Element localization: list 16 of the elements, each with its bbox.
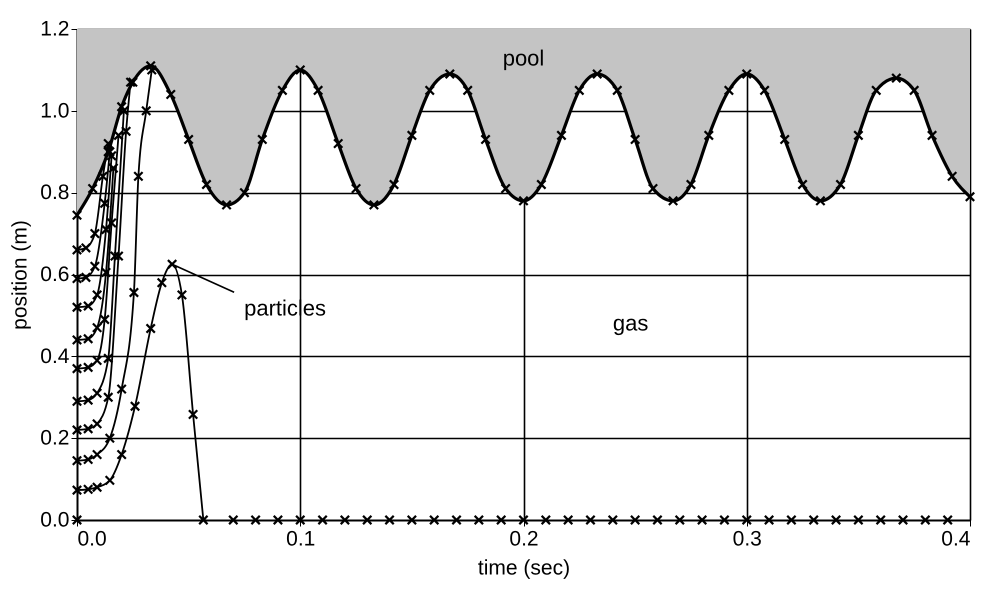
y-tick-label: 0.8 [40,181,70,204]
x-axis-title: time (sec) [478,556,570,580]
y-tick-label: 0.4 [40,344,70,368]
y-tick-label: 0.2 [40,426,70,450]
y-axis-title: position (m) [8,220,32,330]
x-tick-label: 0.0 [78,528,107,550]
x-tick-label: 0.3 [732,528,762,550]
y-tick-label: 0.6 [40,263,70,286]
x-tick-label: 0.4 [941,528,971,550]
annotation: pool [502,45,544,70]
y-tick-label: 1.0 [40,99,70,122]
x-tick-label: 0.1 [286,528,316,550]
y-tick-label: 0.0 [40,508,70,532]
annotation: gas [612,310,648,336]
y-tick-label: 1.2 [40,18,70,40]
x-tick-label: 0.2 [509,528,539,550]
